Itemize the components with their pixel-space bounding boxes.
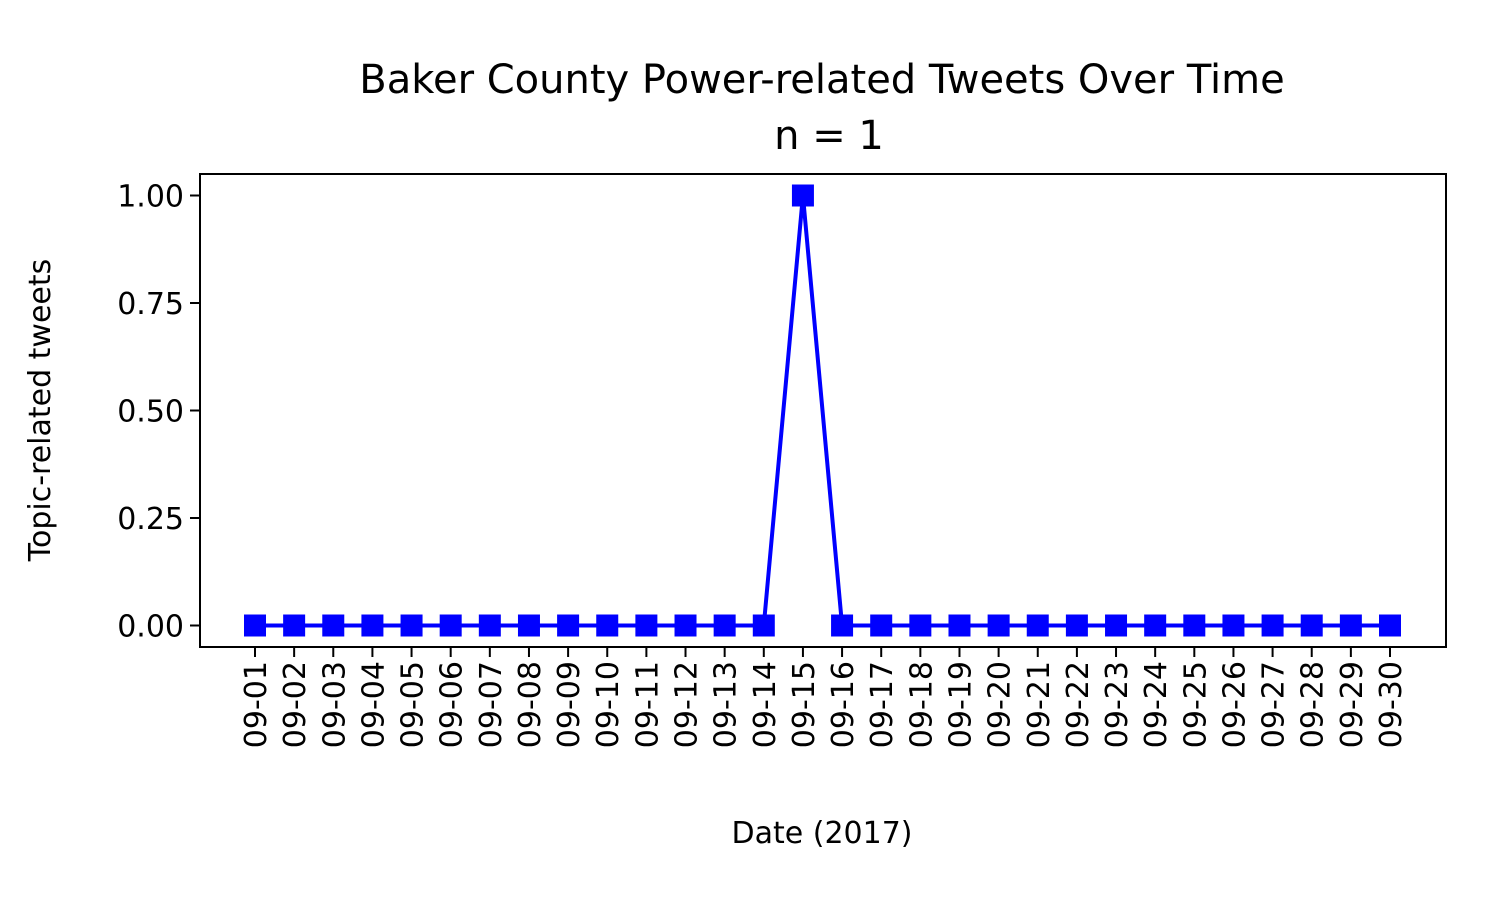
chart-title: Baker County Power-related Tweets Over T… <box>359 57 1284 103</box>
x-tick-label: 09-17 <box>865 661 900 748</box>
data-point-marker <box>635 614 658 637</box>
data-point-marker <box>870 614 893 637</box>
data-point-marker <box>1144 614 1167 637</box>
x-tick-label: 09-30 <box>1374 661 1409 748</box>
data-point-marker <box>596 614 619 637</box>
data-point-marker <box>674 614 697 637</box>
data-point-marker <box>439 614 462 637</box>
x-tick-label: 09-14 <box>748 661 783 748</box>
y-tick-label: 0.75 <box>117 287 184 322</box>
x-tick-label: 09-16 <box>826 661 861 748</box>
x-tick-label: 09-10 <box>591 661 626 748</box>
x-axis-label: Date (2017) <box>732 816 913 851</box>
x-tick-label: 09-29 <box>1335 661 1370 748</box>
data-point-marker <box>244 614 266 637</box>
data-point-marker <box>1379 614 1401 637</box>
x-tick-label: 09-26 <box>1217 661 1252 748</box>
x-tick-label: 09-18 <box>904 661 939 748</box>
data-point-marker <box>1065 614 1088 637</box>
x-tick-label: 09-06 <box>435 661 470 748</box>
data-point-marker <box>948 614 971 637</box>
y-tick-label: 0.00 <box>117 610 184 645</box>
data-point-marker <box>1261 614 1284 637</box>
data-point-marker <box>909 614 932 637</box>
data-point-marker <box>831 614 854 637</box>
x-tick-label: 09-22 <box>1061 661 1096 748</box>
x-tick-label: 09-28 <box>1296 661 1331 748</box>
plot-area <box>244 184 1401 637</box>
x-tick-label: 09-04 <box>356 661 391 748</box>
data-point-marker <box>987 614 1010 637</box>
x-tick-label: 09-09 <box>552 661 587 748</box>
x-tick-label: 09-20 <box>983 661 1018 748</box>
x-tick-label: 09-13 <box>709 661 744 748</box>
x-tick-label: 09-11 <box>630 661 665 748</box>
y-tick-label: 0.25 <box>117 502 184 537</box>
x-tick-label: 09-19 <box>943 661 978 748</box>
x-tick-label: 09-12 <box>670 661 705 748</box>
x-tick-label: 09-27 <box>1257 661 1292 748</box>
data-point-marker <box>1026 614 1049 637</box>
series-line <box>255 195 1390 628</box>
data-point-marker <box>1300 614 1323 637</box>
x-tick-label: 09-01 <box>239 661 274 748</box>
data-point-marker <box>1339 614 1362 637</box>
x-tick-label: 09-15 <box>787 661 822 748</box>
data-point-marker <box>1105 614 1128 637</box>
data-point-marker <box>478 614 501 637</box>
x-tick-label: 09-24 <box>1139 661 1174 748</box>
x-tick-label: 09-07 <box>474 661 509 748</box>
x-tick-label: 09-03 <box>317 661 352 748</box>
y-tick-label: 1.00 <box>117 180 184 215</box>
chart-subtitle: n = 1 <box>774 113 884 159</box>
data-point-marker <box>517 614 540 637</box>
data-point-marker <box>791 184 814 207</box>
data-point-marker <box>1222 614 1245 637</box>
x-tick-label: 09-08 <box>513 661 548 748</box>
y-tick-label: 0.50 <box>117 395 184 430</box>
data-point-marker <box>1183 614 1206 637</box>
x-tick-label: 09-21 <box>1022 661 1057 748</box>
x-tick-label: 09-23 <box>1100 661 1135 748</box>
data-point-marker <box>322 614 345 637</box>
x-tick-label: 09-25 <box>1178 661 1213 748</box>
data-point-marker <box>713 614 736 637</box>
data-point-marker <box>557 614 580 637</box>
data-point-marker <box>400 614 423 637</box>
data-point-marker <box>361 614 384 637</box>
data-point-marker <box>283 614 306 637</box>
x-tick-label: 09-02 <box>278 661 313 748</box>
y-axis-label: Topic-related tweets <box>23 259 58 563</box>
x-tick-label: 09-05 <box>396 661 431 748</box>
data-point-marker <box>752 614 775 637</box>
